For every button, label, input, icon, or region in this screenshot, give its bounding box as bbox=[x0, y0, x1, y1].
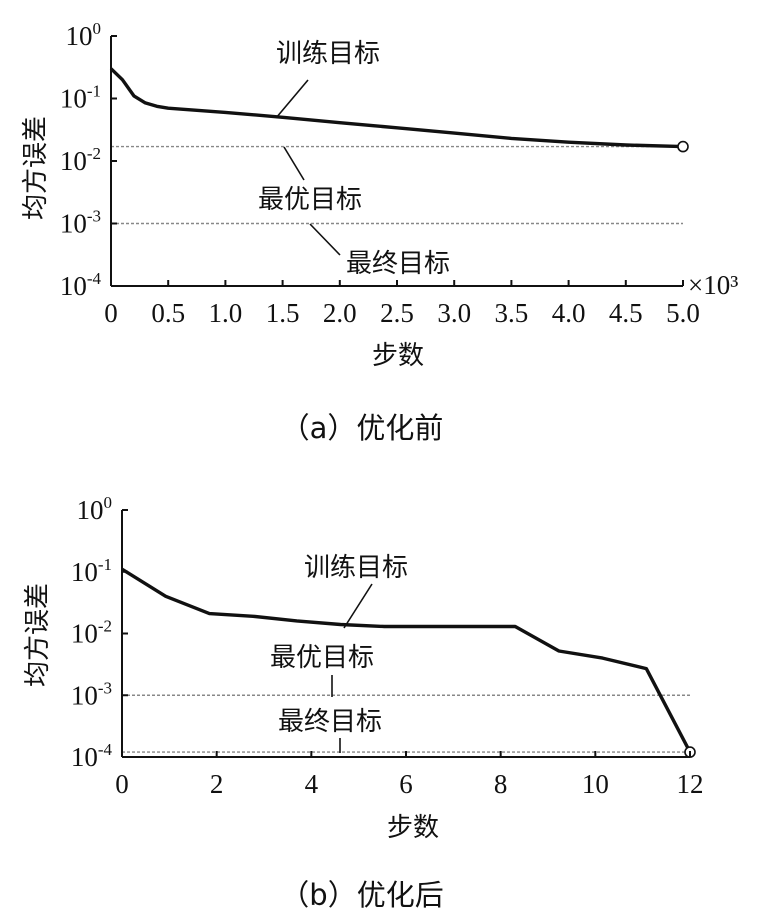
x-tick-label: 12 bbox=[677, 769, 704, 799]
y-tick-label: 10-2 bbox=[71, 617, 112, 649]
caption: （a）优化前 bbox=[281, 411, 444, 445]
y-tick-label: 10-2 bbox=[60, 144, 101, 176]
y-tick-exponent: -4 bbox=[87, 269, 102, 288]
x-tick-label: 4 bbox=[305, 769, 319, 799]
annotation-training-target: 训练目标 bbox=[304, 553, 408, 583]
y-axis-label: 均方误差 bbox=[23, 583, 53, 687]
x-tick-label: 3.5 bbox=[495, 298, 529, 328]
leader-training-target bbox=[343, 583, 373, 629]
x-axis-label: 步数 bbox=[372, 341, 424, 371]
y-tick-label: 100 bbox=[77, 493, 113, 525]
x-multiplier: ×10³ bbox=[688, 270, 738, 300]
y-tick-exponent: -2 bbox=[87, 144, 101, 163]
y-tick-base: 10 bbox=[71, 557, 98, 587]
y-tick-exponent: -2 bbox=[98, 617, 112, 636]
x-tick-label: 6 bbox=[399, 769, 413, 799]
y-tick-base: 10 bbox=[66, 21, 93, 51]
y-axis-label: 均方误差 bbox=[21, 116, 51, 220]
y-tick-label: 10-4 bbox=[60, 269, 102, 301]
y-tick-exponent: -3 bbox=[98, 678, 112, 697]
x-axis-label: 步数 bbox=[387, 813, 439, 843]
x-tick-label: 2.5 bbox=[380, 298, 414, 328]
y-tick-base: 10 bbox=[77, 495, 104, 525]
x-tick-label: 10 bbox=[582, 769, 609, 799]
endpoint-marker bbox=[677, 140, 689, 153]
y-tick-exponent: 0 bbox=[104, 493, 113, 512]
x-tick-label: 4.5 bbox=[609, 298, 643, 328]
x-tick-label: 8 bbox=[494, 769, 508, 799]
y-tick-base: 10 bbox=[60, 209, 87, 239]
y-tick-label: 10-1 bbox=[60, 82, 101, 114]
y-tick-label: 100 bbox=[66, 19, 102, 51]
y-tick-base: 10 bbox=[71, 680, 98, 710]
leader-optimal-target bbox=[283, 146, 305, 181]
y-tick-exponent: -4 bbox=[98, 740, 113, 759]
training-curve bbox=[121, 567, 692, 753]
x-tick-label: 4.0 bbox=[552, 298, 586, 328]
y-tick-base: 10 bbox=[60, 146, 87, 176]
leader-final-target bbox=[309, 223, 341, 256]
y-tick-exponent: -1 bbox=[87, 82, 101, 101]
y-tick-base: 10 bbox=[60, 84, 87, 114]
x-tick-label: 2 bbox=[210, 769, 224, 799]
training-curve bbox=[109, 67, 684, 149]
caption: （b）优化后 bbox=[280, 878, 443, 912]
x-tick-label: 5.0 bbox=[666, 298, 700, 328]
annotation-optimal-target: 最优目标 bbox=[258, 185, 362, 215]
y-tick-exponent: -1 bbox=[98, 555, 112, 574]
annotation-training-target: 训练目标 bbox=[276, 39, 380, 69]
y-tick-label: 10-3 bbox=[60, 207, 101, 239]
y-tick-base: 10 bbox=[60, 271, 87, 301]
x-tick-label: 0 bbox=[115, 769, 129, 799]
leader-training-target bbox=[275, 79, 309, 119]
y-tick-exponent: -3 bbox=[87, 207, 101, 226]
y-tick-exponent: 0 bbox=[93, 19, 102, 38]
y-tick-label: 10-1 bbox=[71, 555, 112, 587]
x-tick-label: 1.5 bbox=[266, 298, 300, 328]
x-tick-label: 0 bbox=[104, 298, 118, 328]
y-tick-label: 10-3 bbox=[71, 678, 112, 710]
annotation-final-target: 最终目标 bbox=[278, 707, 382, 737]
x-tick-label: 0.5 bbox=[151, 298, 185, 328]
annotation-optimal-target: 最优目标 bbox=[270, 643, 374, 673]
x-tick-label: 2.0 bbox=[323, 298, 357, 328]
y-tick-base: 10 bbox=[71, 619, 98, 649]
y-tick-base: 10 bbox=[71, 742, 98, 772]
annotation-final-target: 最终目标 bbox=[346, 249, 450, 279]
x-tick-label: 1.0 bbox=[209, 298, 243, 328]
y-tick-label: 10-4 bbox=[71, 740, 113, 772]
x-tick-label: 3.0 bbox=[437, 298, 471, 328]
